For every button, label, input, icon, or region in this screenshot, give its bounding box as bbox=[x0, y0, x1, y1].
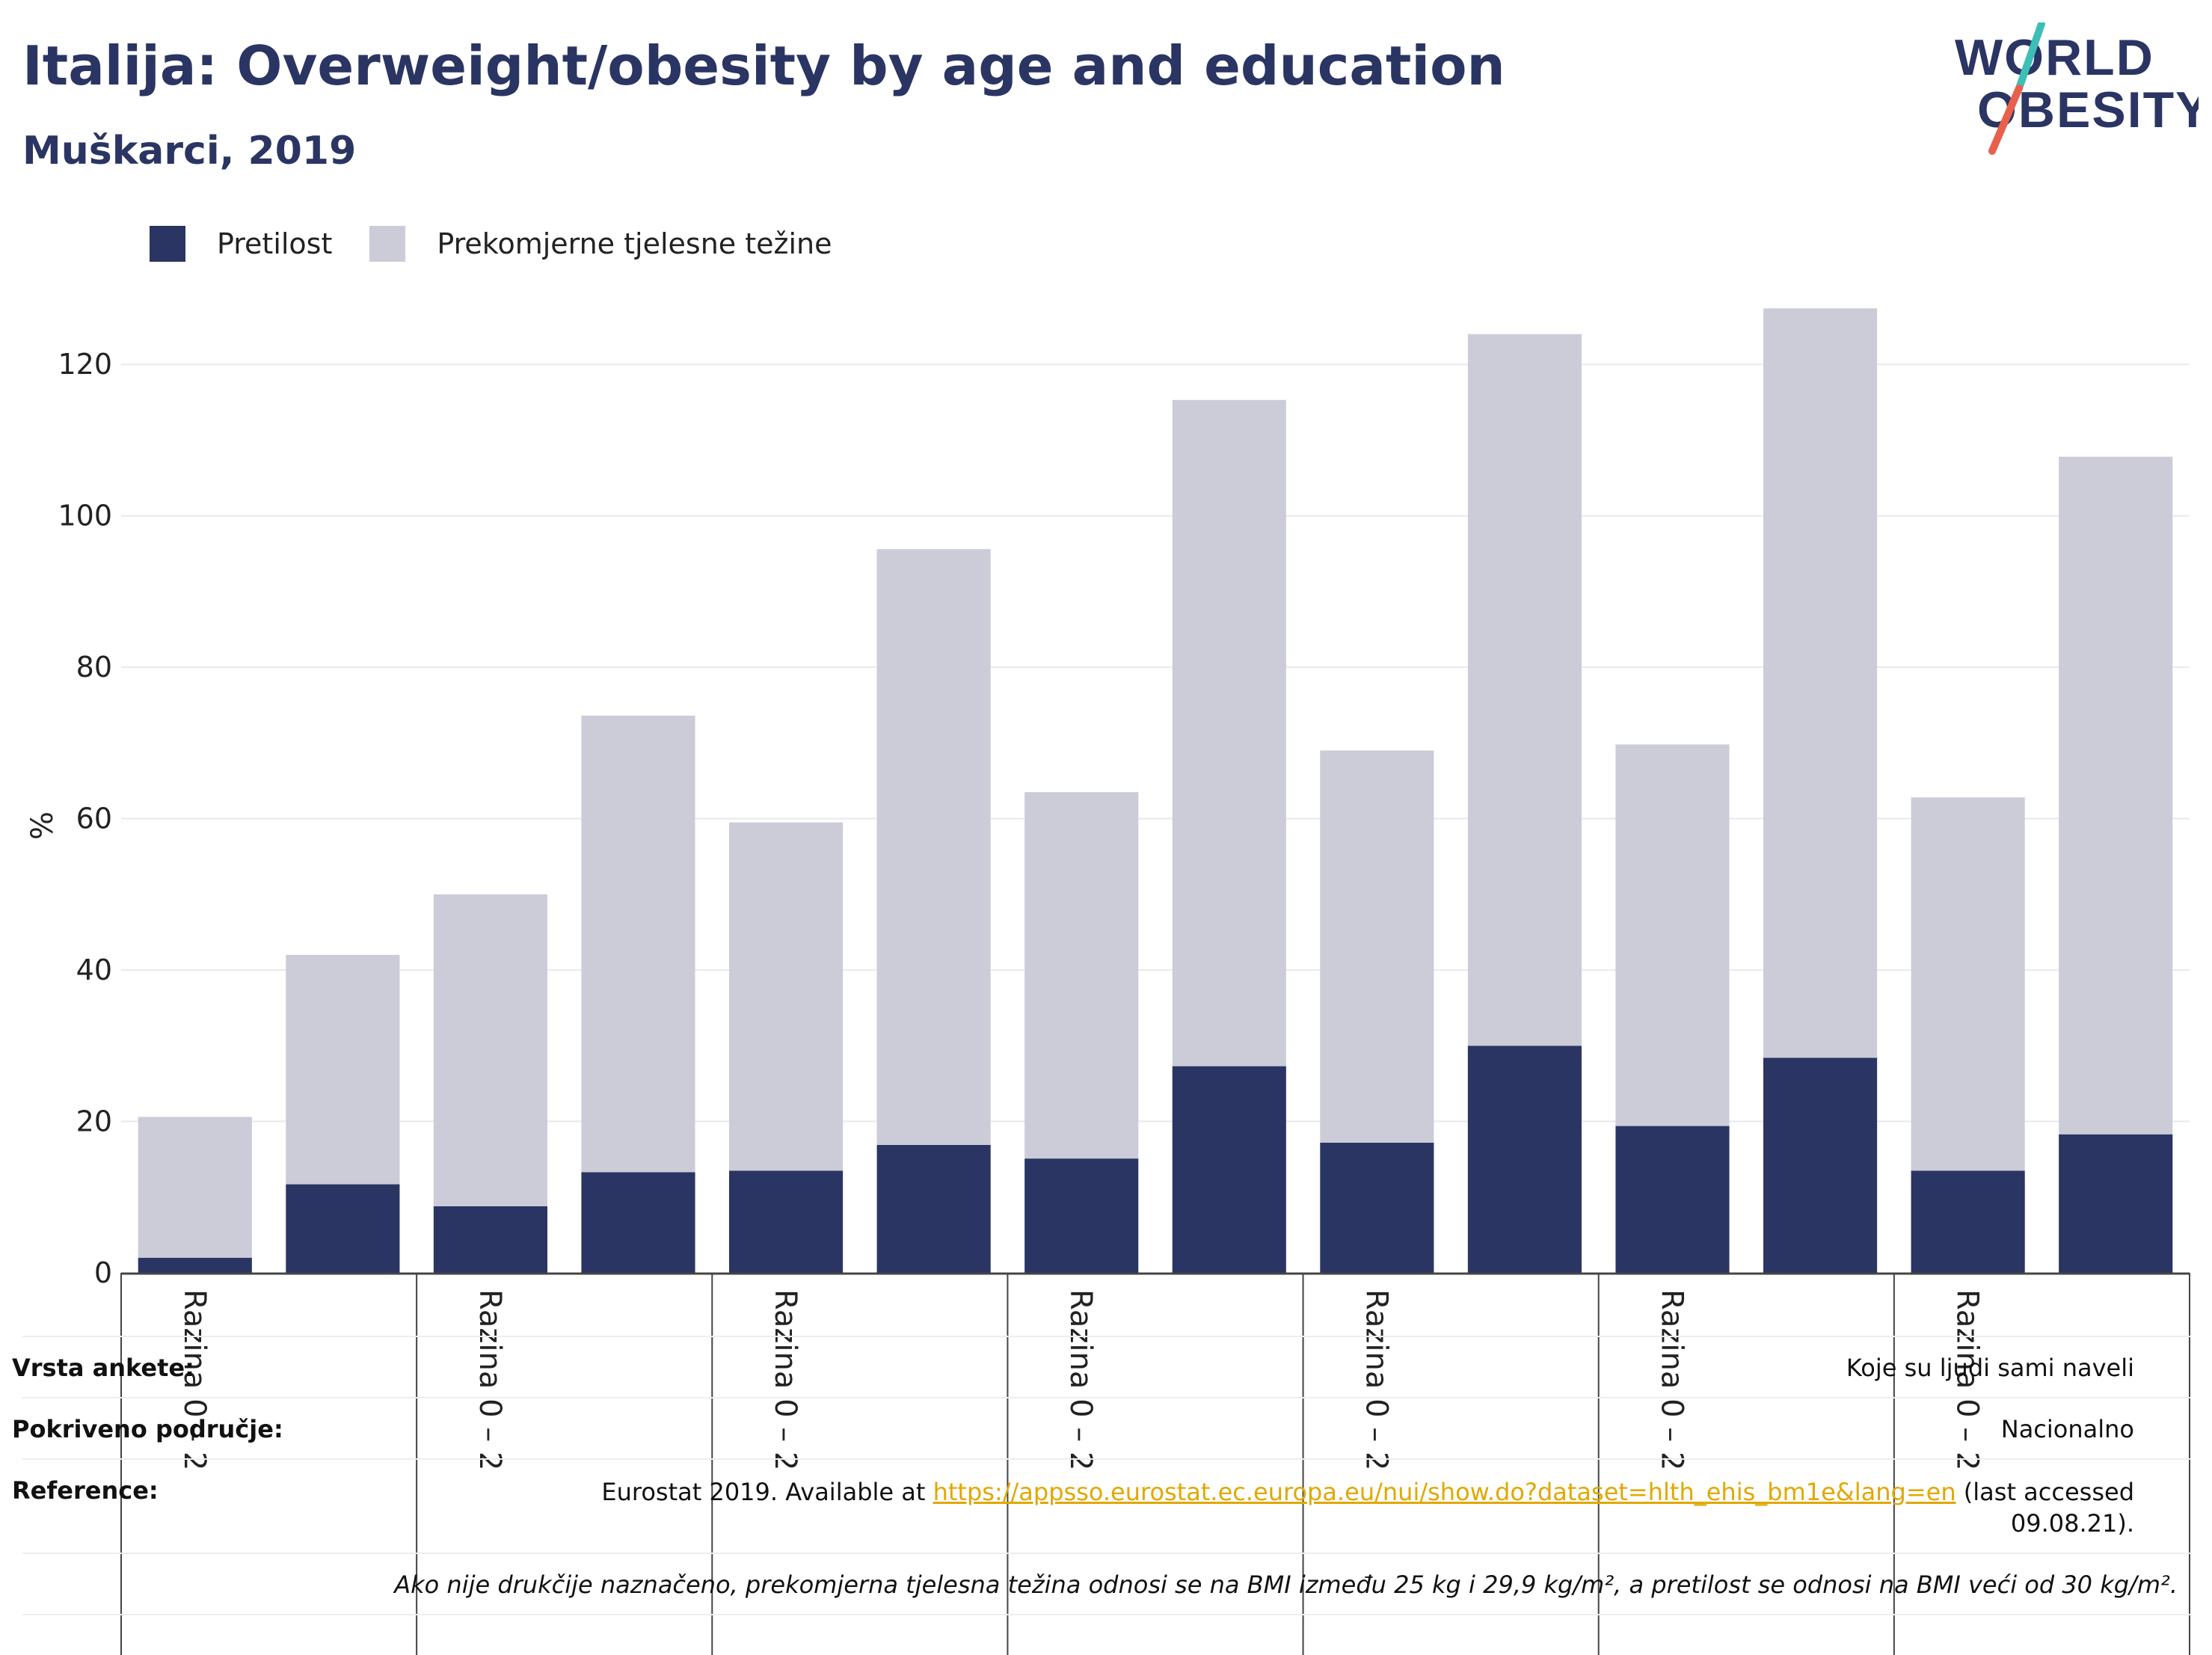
bar-obesity bbox=[581, 1172, 695, 1273]
info-divider bbox=[22, 1397, 2191, 1398]
bar-overweight bbox=[1172, 399, 1286, 1066]
reference-label: Reference: bbox=[12, 1476, 159, 1505]
page-title: Italija: Overweight/obesity by age and e… bbox=[22, 34, 1505, 97]
reference-prefix: Eurostat 2019. Available at bbox=[601, 1478, 933, 1506]
bar-overweight bbox=[1763, 308, 1878, 1058]
bar-overweight bbox=[876, 549, 991, 1145]
chart-legend: Pretilost Prekomjerne tjelesne težine bbox=[150, 221, 870, 266]
survey-label: Vrsta ankete: bbox=[12, 1354, 194, 1382]
bar-obesity bbox=[138, 1257, 252, 1273]
bar-obesity bbox=[1024, 1158, 1139, 1273]
x-tick-label: Razina 0 – 2 bbox=[1359, 1289, 1393, 1470]
legend-label-overweight: Prekomjerne tjelesne težine bbox=[437, 227, 832, 260]
bar-obesity bbox=[876, 1144, 991, 1273]
y-tick-label: 120 bbox=[58, 348, 112, 381]
reference-date: 09.08.21). bbox=[2010, 1509, 2134, 1538]
x-tick-label: Razina 0 – 2 bbox=[1950, 1289, 1985, 1470]
bar-overweight bbox=[1320, 750, 1434, 1143]
bar-overweight bbox=[729, 822, 844, 1171]
coverage-value: Nacionalno bbox=[2000, 1415, 2134, 1443]
bar-obesity bbox=[286, 1184, 400, 1273]
y-tick-label: 80 bbox=[76, 651, 112, 684]
reference-link[interactable]: https://appsso.eurostat.ec.europa.eu/nui… bbox=[933, 1478, 1956, 1506]
legend-swatch-obesity bbox=[150, 226, 185, 262]
bar-overweight bbox=[1615, 744, 1730, 1126]
info-divider bbox=[22, 1336, 2191, 1337]
bar-obesity bbox=[1172, 1066, 1286, 1273]
bar-obesity bbox=[729, 1170, 844, 1273]
y-tick-label: 20 bbox=[76, 1105, 112, 1138]
y-tick-label: 40 bbox=[76, 954, 112, 986]
reference-row: Reference: Eurostat 2019. Available at h… bbox=[0, 1476, 2169, 1539]
logo-slash-teal bbox=[2015, 22, 2045, 92]
world-obesity-logo: WORLD OBESITY bbox=[1955, 22, 2199, 155]
reference-suffix: (last accessed bbox=[1956, 1478, 2134, 1506]
x-tick-label: Razina 0 – 2 bbox=[1063, 1289, 1098, 1470]
x-tick-label: Razina 0 – 2 bbox=[768, 1289, 802, 1470]
bar-overweight bbox=[2059, 456, 2173, 1134]
bar-obesity bbox=[1320, 1142, 1434, 1273]
reference-value: Eurostat 2019. Available at https://apps… bbox=[601, 1476, 2134, 1539]
survey-row: Vrsta ankete: Koje su ljudi sami naveli bbox=[0, 1354, 2169, 1413]
bar-obesity bbox=[1911, 1170, 2025, 1273]
info-divider bbox=[22, 1458, 2191, 1460]
bar-obesity bbox=[1615, 1126, 1730, 1273]
legend-label-obesity: Pretilost bbox=[217, 227, 333, 260]
y-axis-label: % bbox=[25, 811, 60, 840]
logo-line1: WORLD bbox=[1955, 29, 2154, 86]
legend-item-overweight[interactable]: Prekomjerne tjelesne težine bbox=[369, 226, 832, 262]
coverage-label: Pokriveno područje: bbox=[12, 1415, 283, 1443]
bar-overweight bbox=[286, 954, 400, 1185]
bar-overweight bbox=[1024, 792, 1139, 1159]
y-tick-label: 0 bbox=[94, 1256, 112, 1289]
x-tick-label: Razina 0 – 2 bbox=[1655, 1289, 1689, 1470]
survey-value: Koje su ljudi sami naveli bbox=[1846, 1354, 2134, 1382]
info-divider bbox=[22, 1553, 2191, 1554]
y-tick-label: 60 bbox=[76, 802, 112, 835]
bar-overweight bbox=[1467, 334, 1582, 1046]
bar-obesity bbox=[1763, 1057, 1878, 1273]
bar-overweight bbox=[1911, 797, 2025, 1171]
y-tick-label: 100 bbox=[58, 500, 112, 532]
bar-obesity bbox=[433, 1206, 547, 1273]
legend-swatch-overweight bbox=[369, 226, 406, 262]
coverage-row: Pokriveno područje: Nacionalno bbox=[0, 1415, 2169, 1475]
bmi-note: Ako nije drukčije naznačeno, prekomjerna… bbox=[394, 1570, 2178, 1599]
info-divider bbox=[22, 1614, 2191, 1615]
bar-obesity bbox=[2059, 1134, 2173, 1273]
bar-overweight bbox=[581, 715, 695, 1173]
legend-item-obesity[interactable]: Pretilost bbox=[150, 226, 332, 262]
x-tick-label: Razina 0 – 2 bbox=[473, 1289, 507, 1470]
logo-slash-red bbox=[1988, 85, 2023, 155]
x-tick-label: Razina 0 – 2 bbox=[177, 1289, 212, 1470]
page-subtitle: Muškarci, 2019 bbox=[22, 129, 357, 174]
bar-overweight bbox=[138, 1117, 252, 1258]
bar-overweight bbox=[433, 894, 547, 1206]
bar-obesity bbox=[1467, 1045, 1582, 1273]
